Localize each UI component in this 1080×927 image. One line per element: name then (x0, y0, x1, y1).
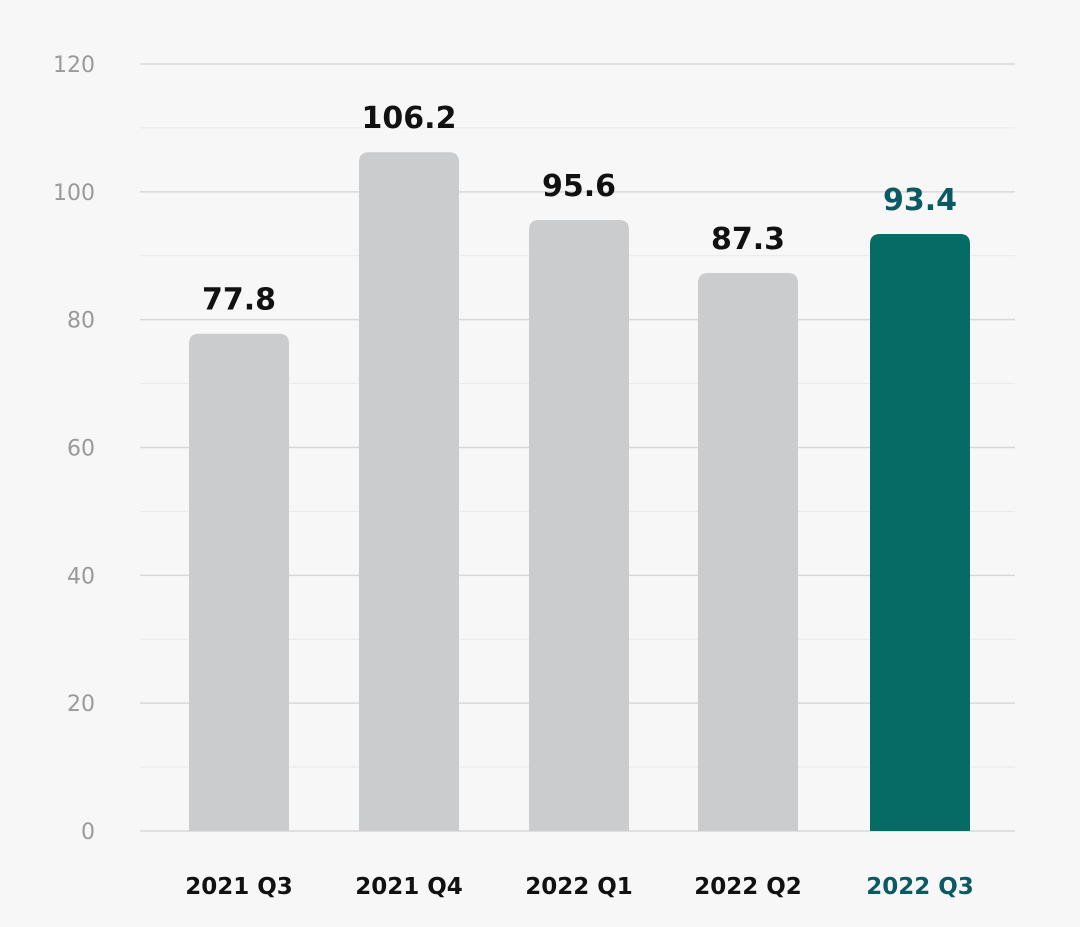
category-label: 2022 Q1 (525, 874, 633, 900)
bar-2021-q3 (189, 333, 289, 831)
y-tick-label: 120 (53, 53, 95, 78)
category-label: 2022 Q3 (866, 874, 974, 900)
bar-value-label: 87.3 (711, 222, 785, 257)
bar-value-label: 77.8 (202, 283, 276, 318)
bar-2022-q1 (529, 219, 629, 831)
category-label: 2021 Q3 (185, 874, 293, 900)
y-tick-label: 20 (67, 692, 95, 717)
y-tick-label: 0 (81, 820, 95, 845)
bar-2022-q2 (698, 273, 798, 831)
bar-value-label: 106.2 (362, 101, 457, 136)
bars (189, 152, 970, 832)
bar-2022-q3 (870, 234, 970, 832)
y-tick-label: 100 (53, 181, 95, 206)
category-label: 2021 Q4 (355, 874, 463, 900)
bar-value-label: 93.4 (883, 183, 957, 218)
category-label: 2022 Q2 (694, 874, 802, 900)
y-tick-label: 80 (67, 309, 95, 334)
value-labels: 77.8 106.2 95.6 87.3 93.4 (202, 101, 957, 318)
bar-value-label: 95.6 (542, 169, 616, 204)
y-tick-label: 40 (67, 564, 95, 589)
category-labels: 2021 Q3 2021 Q4 2022 Q1 2022 Q2 2022 Q3 (185, 874, 974, 900)
y-tick-label: 60 (67, 437, 95, 462)
bar-2021-q4 (359, 152, 459, 831)
y-axis-ticks: 0 20 40 60 80 100 120 (53, 53, 95, 845)
